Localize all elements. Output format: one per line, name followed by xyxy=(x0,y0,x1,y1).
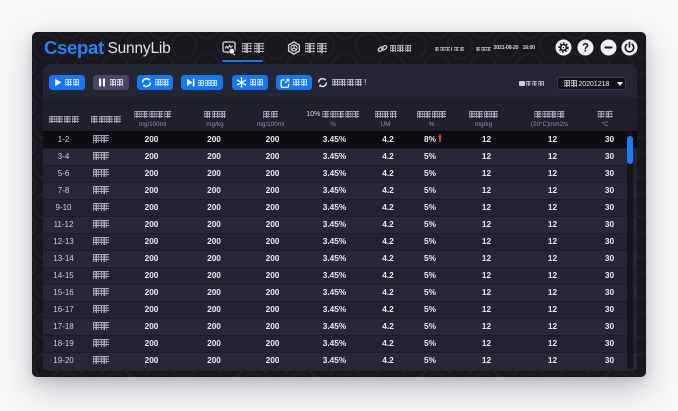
svg-text:?: ? xyxy=(582,43,589,55)
